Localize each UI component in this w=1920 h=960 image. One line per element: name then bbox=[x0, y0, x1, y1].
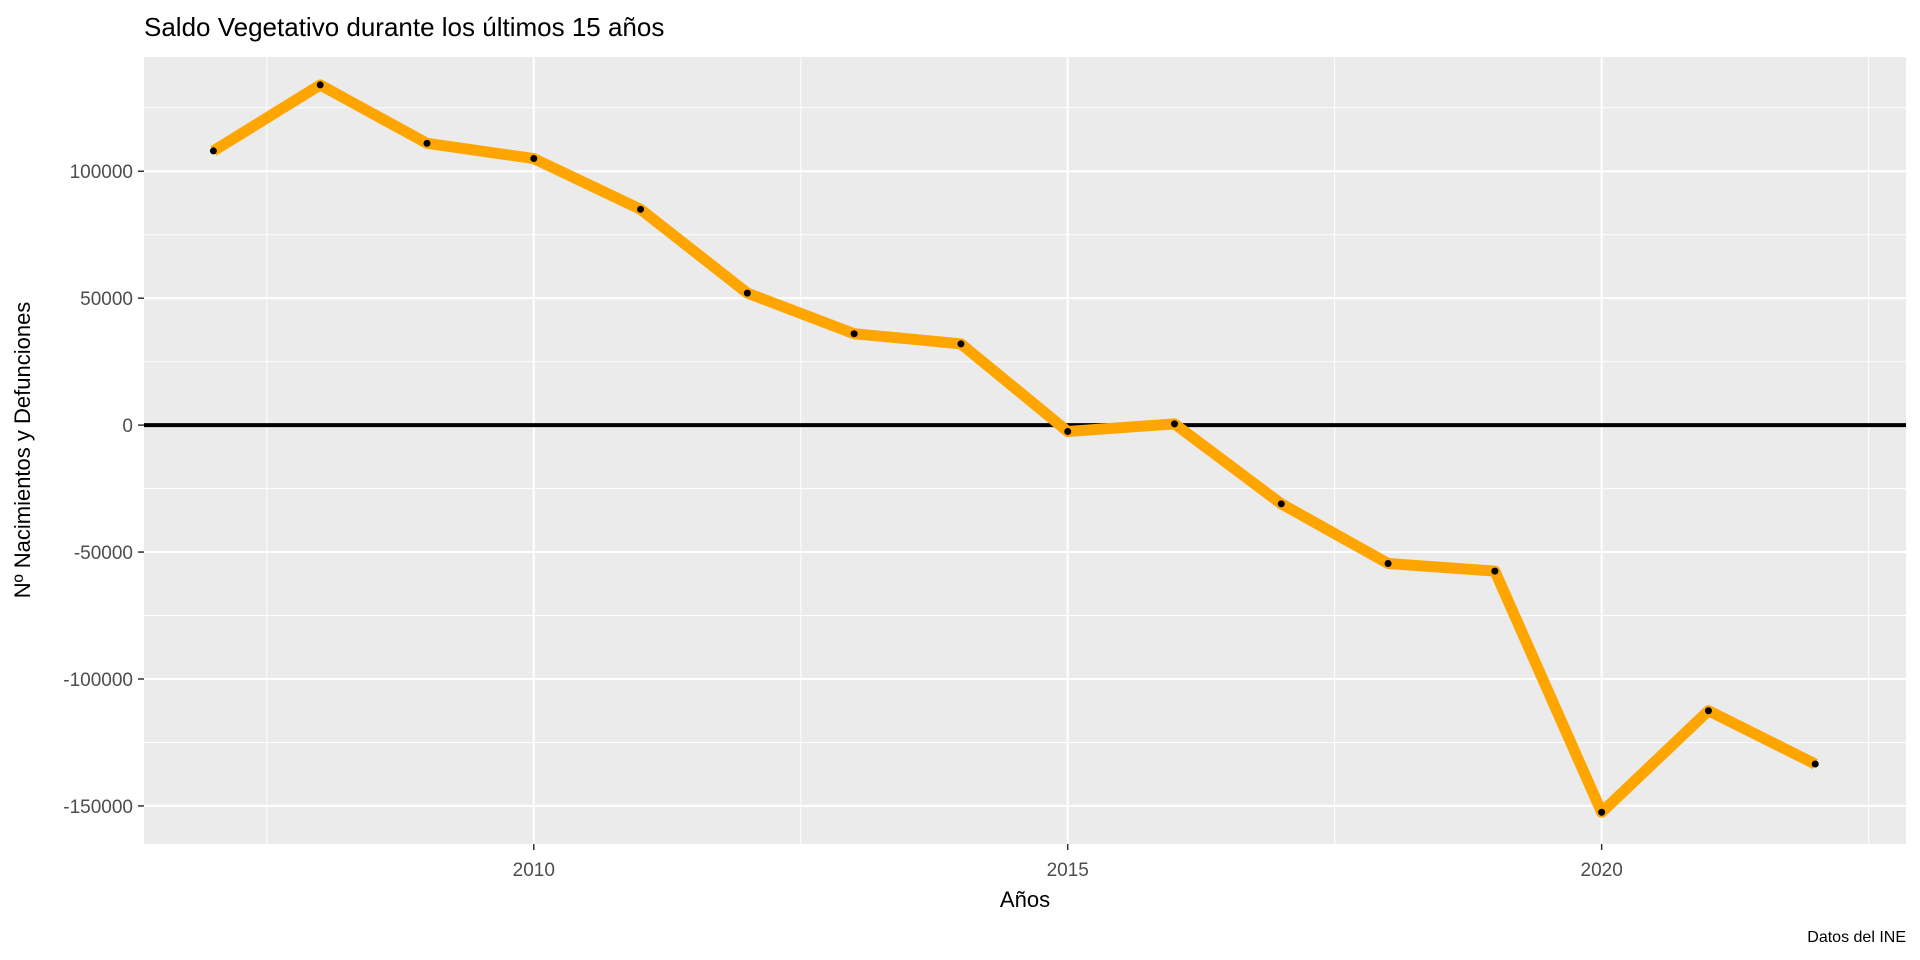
series-line bbox=[210, 79, 1818, 818]
x-tick-label: 2020 bbox=[1581, 860, 1623, 881]
plot-panel bbox=[144, 57, 1906, 844]
data-point bbox=[423, 139, 431, 147]
x-axis-title: Años bbox=[1000, 887, 1050, 912]
data-point bbox=[1384, 559, 1392, 567]
data-point bbox=[957, 340, 965, 348]
y-tick-label: -150000 bbox=[63, 797, 133, 818]
grid-minor-y bbox=[144, 107, 1906, 743]
y-tick-label: 0 bbox=[122, 416, 133, 437]
data-point bbox=[1277, 500, 1285, 508]
data-point bbox=[316, 81, 324, 89]
grid-major-x bbox=[532, 57, 1603, 844]
data-point bbox=[1704, 707, 1712, 715]
y-tick-label: -100000 bbox=[63, 670, 133, 691]
y-axis-title: Nº Nacimientos y Defunciones bbox=[10, 302, 35, 599]
data-point bbox=[743, 289, 751, 297]
chart-title: Saldo Vegetativo durante los últimos 15 … bbox=[144, 12, 664, 42]
y-axis-ticks: 100000 50000 0 -50000 -100000 -150000 bbox=[63, 162, 144, 818]
x-tick-label: 2015 bbox=[1047, 860, 1089, 881]
data-point bbox=[1598, 808, 1606, 816]
x-axis-ticks: 2010 2015 2020 bbox=[513, 844, 1623, 881]
data-point bbox=[1811, 760, 1819, 768]
data-point bbox=[850, 330, 858, 338]
data-point bbox=[1171, 420, 1179, 428]
data-point bbox=[1064, 427, 1072, 435]
data-point bbox=[209, 147, 217, 155]
y-tick-label: -50000 bbox=[74, 543, 133, 564]
caption: Datos del INE bbox=[1807, 929, 1906, 946]
y-tick-label: 100000 bbox=[70, 162, 133, 183]
data-point bbox=[637, 205, 645, 213]
data-points bbox=[209, 81, 1819, 816]
y-tick-label: 50000 bbox=[80, 289, 133, 310]
grid-minor-x bbox=[266, 57, 1870, 844]
data-point bbox=[1491, 567, 1499, 575]
data-point bbox=[530, 155, 538, 163]
x-tick-label: 2010 bbox=[513, 860, 555, 881]
